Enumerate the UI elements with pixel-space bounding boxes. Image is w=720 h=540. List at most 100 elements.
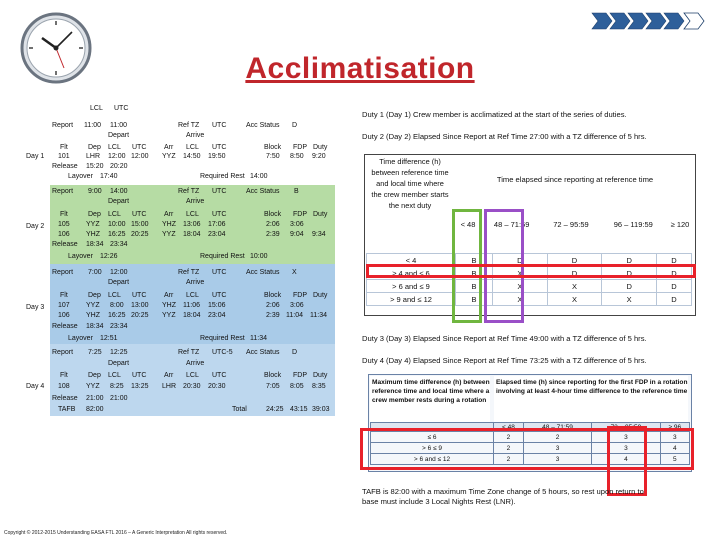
acc-table-header: Time elapsed since reporting at referenc… xyxy=(496,175,654,184)
day-label: Day 4 xyxy=(26,383,45,390)
arr-station: LHR xyxy=(162,383,177,390)
table-cell: X xyxy=(546,279,603,293)
arr-label: Arr xyxy=(164,372,174,379)
utc-label: UTC xyxy=(132,144,147,151)
table-cell: 3 xyxy=(522,453,593,465)
lcl-label: LCL xyxy=(108,372,121,379)
arr-label: Arr xyxy=(164,144,174,151)
arr-utc: 20:30 xyxy=(208,383,226,390)
row-label: > 9 and ≤ 12 xyxy=(366,292,456,306)
acc-table-rows: < 4 B D D D D ≥ 4 and ≤ 6 B X D D D > 6 … xyxy=(366,253,696,306)
dep-lcl: 16:25 xyxy=(108,231,126,238)
arr-utc: 19:50 xyxy=(208,153,226,160)
layover-label: Layover xyxy=(68,173,93,180)
arrive-label: Arrive xyxy=(186,132,205,139)
highlight-lnr-column xyxy=(607,426,647,496)
acc-table: < 48 48 – 71:59 72 – 95:59 96 – 119:59 ≥… xyxy=(454,194,694,254)
lcl-label: LCL xyxy=(186,144,199,151)
day2-band xyxy=(50,185,335,264)
fdp-time: 3:06 xyxy=(290,221,304,228)
release-label: Release xyxy=(52,395,78,402)
arr-label: Arr xyxy=(164,292,174,299)
acc-status-label: Acc Status xyxy=(246,188,280,195)
table-cell: X xyxy=(546,292,603,306)
acc-status-label: Acc Status xyxy=(246,269,280,276)
tafb-value: 82:00 xyxy=(86,406,104,413)
arr-lcl: 18:04 xyxy=(183,231,201,238)
table-cell: D xyxy=(656,279,692,293)
note-duty3: Duty 3 (Day 3) Elapsed Since Report at R… xyxy=(362,334,647,343)
arr-lcl: 18:04 xyxy=(183,312,201,319)
utc-label: UTC xyxy=(212,292,227,299)
chevron-arrows-icon xyxy=(591,12,705,30)
acc-table-body: < 48 48 – 71:59 72 – 95:59 96 – 119:59 ≥… xyxy=(454,194,694,254)
block-label: Block xyxy=(264,144,282,151)
dep-label: Dep xyxy=(88,144,101,151)
row-label: > 6 and ≤ 9 xyxy=(366,279,456,293)
flt-label: Flt xyxy=(60,144,68,151)
ref-tz-label: Ref TZ xyxy=(178,188,200,195)
block-time: 2:39 xyxy=(266,312,280,319)
arrive-label: Arrive xyxy=(186,360,205,367)
lnr-table-corner: Maximum time difference (h) between refe… xyxy=(372,379,490,404)
report-utc: 12:25 xyxy=(110,349,128,356)
report-label: Report xyxy=(52,188,74,195)
report-utc: 14:00 xyxy=(110,188,128,195)
dep-label: Dep xyxy=(88,292,101,299)
dep-utc: 13:00 xyxy=(131,302,149,309)
arr-station: YHZ xyxy=(162,302,176,309)
fdp-time: 3:06 xyxy=(290,302,304,309)
report-lcl: 7:00 xyxy=(88,269,102,276)
flight-number: 108 xyxy=(58,383,70,390)
table-row: ≤ 6 2 2 3 3 xyxy=(370,431,691,443)
acc-col-header: < 48 xyxy=(460,219,476,229)
arr-lcl: 13:06 xyxy=(183,221,201,228)
release-lcl: 15:20 xyxy=(86,163,104,170)
block-label: Block xyxy=(264,292,282,299)
block-label: Block xyxy=(264,211,282,218)
day4-band xyxy=(50,344,335,416)
dep-utc: 20:25 xyxy=(131,312,149,319)
dep-lcl: 12:00 xyxy=(108,153,126,160)
ref-tz: UTC xyxy=(212,188,227,195)
flight-number: 101 xyxy=(58,153,70,160)
ref-tz: UTC xyxy=(212,269,227,276)
flt-label: Flt xyxy=(60,211,68,218)
total-fdp: 43:15 xyxy=(290,406,308,413)
acc-status: B xyxy=(294,188,299,195)
block-time: 2:06 xyxy=(266,221,280,228)
arr-label: Arr xyxy=(164,211,174,218)
release-lcl: 21:00 xyxy=(86,395,104,402)
acc-status: D xyxy=(292,349,298,356)
dep-station: LHR xyxy=(86,153,101,160)
layover-label: Layover xyxy=(68,253,93,260)
total-duty: 39:03 xyxy=(312,406,330,413)
depart-label: Depart xyxy=(108,279,130,286)
report-label: Report xyxy=(52,269,74,276)
acc-status-label: Acc Status xyxy=(246,349,280,356)
acc-status: D xyxy=(292,122,298,129)
arr-station: YYZ xyxy=(162,312,176,319)
table-cell: D xyxy=(601,279,657,293)
note-duty2: Duty 2 (Day 2) Elapsed Since Report at R… xyxy=(362,132,647,141)
dep-utc: 20:25 xyxy=(131,231,149,238)
dep-label: Dep xyxy=(88,372,101,379)
depart-label: Depart xyxy=(108,198,130,205)
dep-label: Dep xyxy=(88,211,101,218)
block-label: Block xyxy=(264,372,282,379)
flt-label: Flt xyxy=(60,292,68,299)
depart-label: Depart xyxy=(108,360,130,367)
release-utc: 23:34 xyxy=(110,323,128,330)
utc-label: UTC xyxy=(212,211,227,218)
table-cell: B xyxy=(455,292,493,306)
dep-utc: 13:25 xyxy=(131,383,149,390)
total-block: 24:25 xyxy=(266,406,284,413)
duty-label: Duty xyxy=(313,372,328,379)
total-label: Total xyxy=(232,406,247,413)
release-label: Release xyxy=(52,163,78,170)
fdp-label: FDP xyxy=(293,211,307,218)
required-rest-label: Required Rest xyxy=(200,173,245,180)
report-lcl: 7:25 xyxy=(88,349,102,356)
duty-label: Duty xyxy=(313,144,328,151)
fdp-label: FDP xyxy=(293,372,307,379)
